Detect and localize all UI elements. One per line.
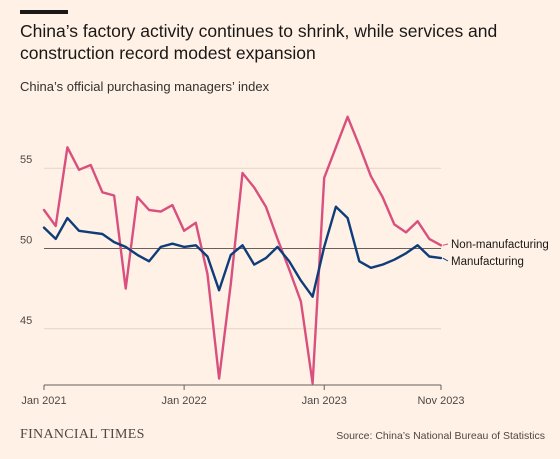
x-tick-label: Jan 2021 xyxy=(21,395,66,407)
legend: Non-manufacturing Manufacturing xyxy=(442,239,549,268)
x-tick-label: Nov 2023 xyxy=(417,395,464,407)
legend-leader xyxy=(442,257,449,262)
series-lines xyxy=(42,115,443,385)
chart-subtitle: China’s official purchasing managers’ in… xyxy=(20,79,270,94)
y-tick-label: 50 xyxy=(20,235,32,247)
legend-label-manufacturing: Manufacturing xyxy=(451,256,524,268)
x-tick-label: Jan 2023 xyxy=(302,395,347,407)
legend-label-non-manufacturing: Non-manufacturing xyxy=(451,239,549,251)
title-accent-bar xyxy=(20,10,68,14)
ft-logo: FINANCIAL TIMES xyxy=(20,427,145,442)
x-tick-label: Jan 2022 xyxy=(161,395,206,407)
y-tick-label: 45 xyxy=(20,315,32,327)
series-line-non-manufacturing xyxy=(42,115,443,385)
chart-title: China’s factory activity continues to sh… xyxy=(20,21,498,63)
series-line-manufacturing xyxy=(42,205,443,298)
source-note: Source: China’s National Bureau of Stati… xyxy=(336,430,545,442)
y-tick-labels: 45 50 55 xyxy=(20,154,32,327)
legend-leader xyxy=(442,243,449,246)
x-tick-labels: Jan 2021 Jan 2022 Jan 2023 Nov 2023 xyxy=(21,385,465,407)
y-tick-label: 55 xyxy=(20,154,32,166)
gridlines xyxy=(44,167,441,386)
